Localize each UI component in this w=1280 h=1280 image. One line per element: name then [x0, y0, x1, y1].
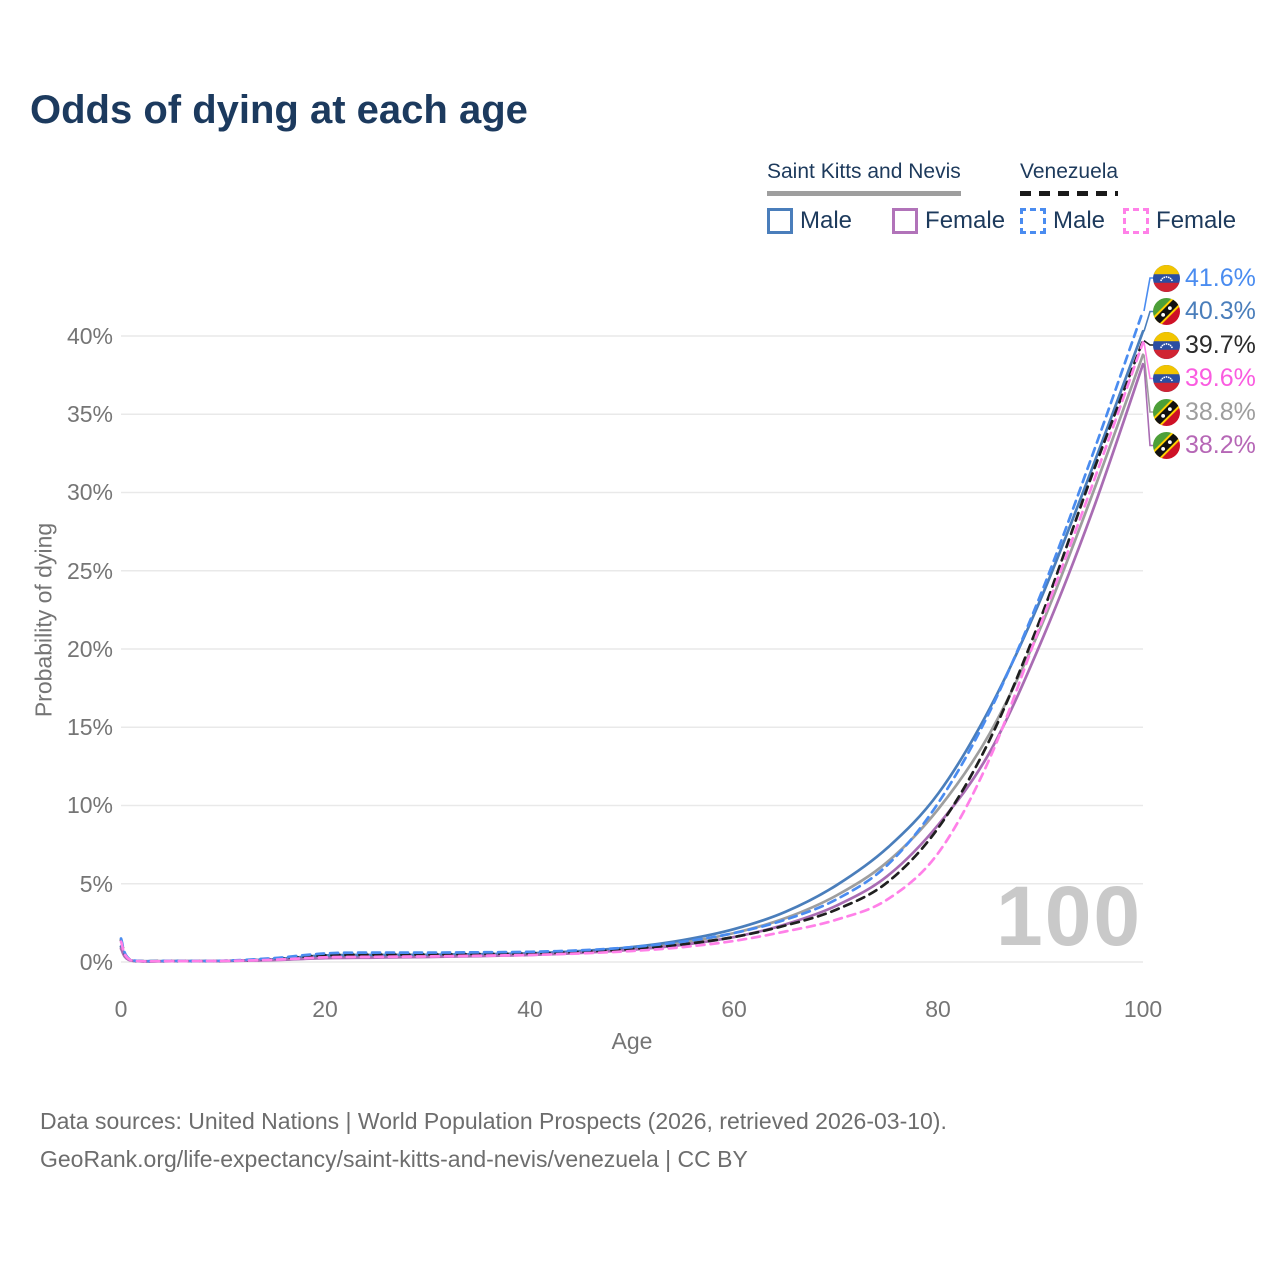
- x-tick: 60: [721, 996, 747, 1022]
- legend-item-ve-female[interactable]: Female: [1123, 207, 1236, 235]
- legend-country-line-sample: [1020, 191, 1119, 196]
- end-label-row: 38.8%: [1153, 398, 1256, 426]
- page-title: Odds of dying at each age: [30, 88, 528, 132]
- venezuela-flag-icon: [1153, 365, 1180, 392]
- legend-group-venezuela: Venezuela Male Female: [1020, 160, 1236, 235]
- legend-country-label: Venezuela: [1020, 160, 1119, 183]
- y-tick: 15%: [66, 714, 113, 740]
- venezuela-flag-icon: [1153, 332, 1180, 359]
- end-label-value: 41.6%: [1185, 263, 1256, 292]
- legend-country-label: Saint Kitts and Nevis: [767, 160, 961, 183]
- end-label-row: 38.2%: [1153, 431, 1256, 459]
- saint-kitts-flag-icon: [1153, 298, 1180, 325]
- line-style-swatch: [1020, 208, 1046, 234]
- legend-country-line-sample: [767, 191, 961, 196]
- legend-item-skn-male[interactable]: Male: [767, 207, 852, 235]
- x-tick: 40: [517, 996, 543, 1022]
- y-tick: 30%: [66, 479, 113, 505]
- end-label-row: 39.6%: [1153, 364, 1256, 392]
- end-label-value: 38.8%: [1185, 397, 1256, 426]
- watermark-age-100: 100: [996, 869, 1143, 963]
- plot-area: [119, 277, 1154, 963]
- line-style-swatch: [1123, 208, 1150, 234]
- legend-group-saint-kitts-and-nevis: Saint Kitts and Nevis Male Female: [767, 160, 1005, 235]
- end-label-value: 39.7%: [1185, 330, 1256, 359]
- legend-item-ve-male[interactable]: Male: [1020, 207, 1105, 235]
- legend-item-skn-female[interactable]: Female: [892, 207, 1005, 235]
- x-tick: 0: [114, 996, 128, 1022]
- end-label-value: 38.2%: [1185, 430, 1256, 459]
- x-tick: 100: [1123, 996, 1163, 1022]
- saint-kitts-flag-icon: [1153, 432, 1180, 459]
- x-tick: 20: [312, 996, 338, 1022]
- data-sources-text: Data sources: United Nations | World Pop…: [40, 1108, 947, 1134]
- attribution-text: GeoRank.org/life-expectancy/saint-kitts-…: [40, 1146, 748, 1172]
- end-label-value: 40.3%: [1185, 296, 1256, 325]
- y-tick: 5%: [79, 871, 113, 897]
- y-tick: 10%: [66, 792, 113, 818]
- y-tick: 25%: [66, 558, 113, 584]
- line-style-swatch: [892, 208, 919, 234]
- x-axis-title: Age: [611, 1028, 653, 1054]
- end-label-value: 39.6%: [1185, 363, 1256, 392]
- saint-kitts-flag-icon: [1153, 399, 1180, 426]
- end-label-row: 41.6%: [1153, 264, 1256, 292]
- y-tick: 20%: [66, 636, 113, 662]
- y-tick: 35%: [66, 401, 113, 427]
- venezuela-flag-icon: [1153, 265, 1180, 292]
- end-label-row: 40.3%: [1153, 297, 1256, 325]
- y-tick: 40%: [66, 323, 113, 349]
- y-tick: 0%: [79, 949, 113, 975]
- end-label-row: 39.7%: [1153, 331, 1256, 359]
- line-style-swatch: [767, 208, 793, 234]
- x-tick: 80: [925, 996, 951, 1022]
